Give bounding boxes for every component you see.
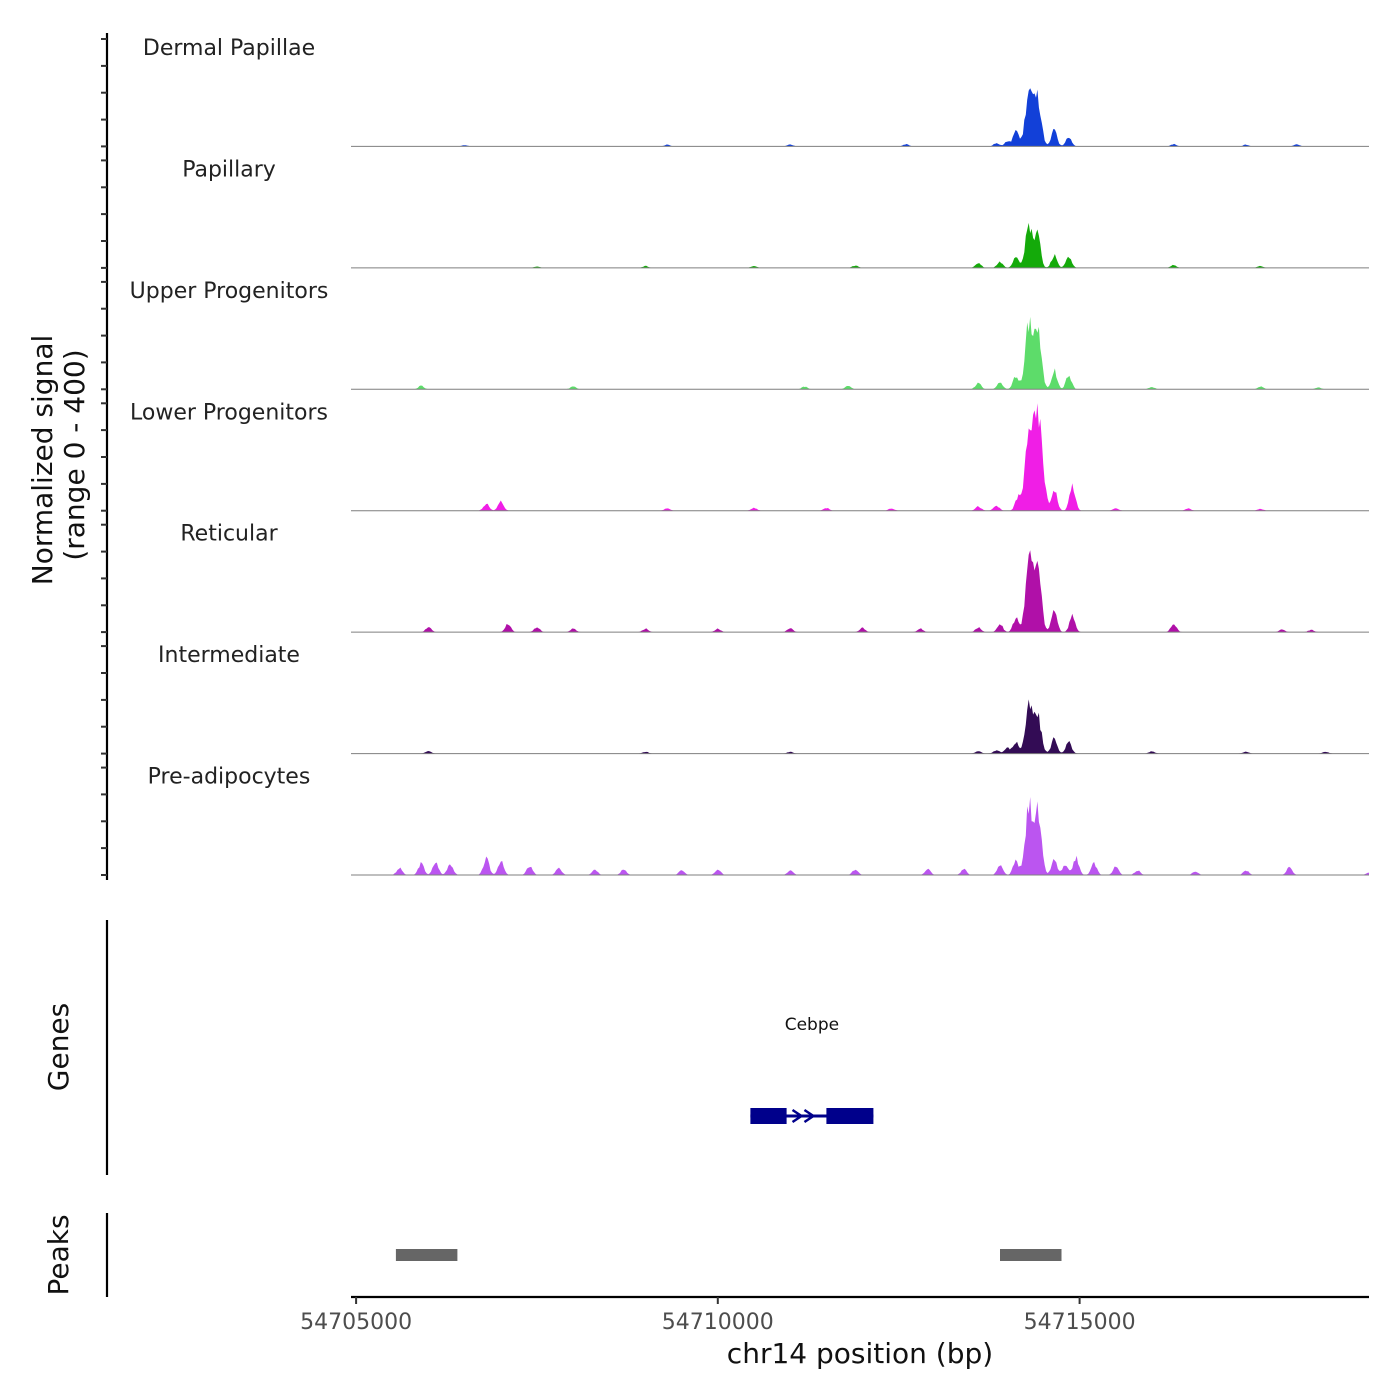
peaks-y-axis-title: Peaks xyxy=(42,1214,75,1295)
coverage-tracks: Dermal Papillae Papillary Upper Progenitor… xyxy=(130,36,1369,876)
coverage-area-lower-progenitors xyxy=(351,403,1369,511)
track-label-reticular: Reticular xyxy=(180,522,278,547)
gene-models: Cebpe xyxy=(750,1015,874,1124)
x-tick-label: 54710000 xyxy=(662,1310,774,1335)
track-papillary: Papillary xyxy=(182,157,1369,269)
track-intermediate: Intermediate xyxy=(158,643,1369,755)
coverage-y-ticks xyxy=(101,38,107,876)
gene-label-cebpe: Cebpe xyxy=(785,1015,839,1035)
track-reticular: Reticular xyxy=(180,522,1369,633)
coverage-area-pre-adipocytes xyxy=(351,797,1369,875)
x-tick-label: 54705000 xyxy=(300,1310,412,1335)
coverage-area-upper-progenitors xyxy=(351,316,1369,390)
peak-regions xyxy=(395,1249,1062,1261)
coverage-area-intermediate xyxy=(351,699,1369,754)
peak-region xyxy=(395,1249,458,1261)
gene-exon xyxy=(750,1108,787,1124)
coverage-y-axis-subtitle: (range 0 - 400) xyxy=(58,349,91,560)
track-lower-progenitors: Lower Progenitors xyxy=(130,400,1369,512)
track-pre-adipocytes: Pre-adipocytes xyxy=(148,765,1369,876)
strand-arrow xyxy=(803,1108,815,1124)
x-ticks: 54705000 54710000 54715000 xyxy=(300,1297,1136,1335)
track-upper-progenitors: Upper Progenitors xyxy=(130,279,1369,390)
gene-cebpe: Cebpe xyxy=(750,1015,874,1124)
peaks-panel: Peaks xyxy=(42,1213,1062,1297)
track-label-papillary: Papillary xyxy=(182,157,276,182)
x-axis-title: chr14 position (bp) xyxy=(727,1337,993,1370)
x-axis: 54705000 54710000 54715000 chr14 position … xyxy=(300,1295,1369,1370)
track-label-lower-progenitors: Lower Progenitors xyxy=(130,400,328,425)
coverage-area-reticular xyxy=(351,550,1369,633)
coverage-panel: Normalized signal (range 0 - 400) Dermal… xyxy=(26,33,1369,880)
coverage-area-dermal-papillae xyxy=(351,88,1369,147)
track-label-intermediate: Intermediate xyxy=(158,643,300,668)
gene-exon xyxy=(826,1108,874,1124)
peak-region xyxy=(1000,1249,1062,1261)
track-label-dermal-papillae: Dermal Papillae xyxy=(143,36,315,61)
track-label-upper-progenitors: Upper Progenitors xyxy=(130,279,329,304)
genes-panel: Genes Cebpe xyxy=(42,920,874,1175)
track-label-pre-adipocytes: Pre-adipocytes xyxy=(148,765,311,790)
coverage-area-papillary xyxy=(351,222,1369,268)
genes-y-axis-title: Genes xyxy=(42,1003,75,1091)
coverage-y-axis-title: Normalized signal xyxy=(26,335,59,586)
strand-arrow xyxy=(791,1108,803,1124)
x-tick-label: 54715000 xyxy=(1024,1310,1136,1335)
track-dermal-papillae: Dermal Papillae xyxy=(143,36,1369,147)
